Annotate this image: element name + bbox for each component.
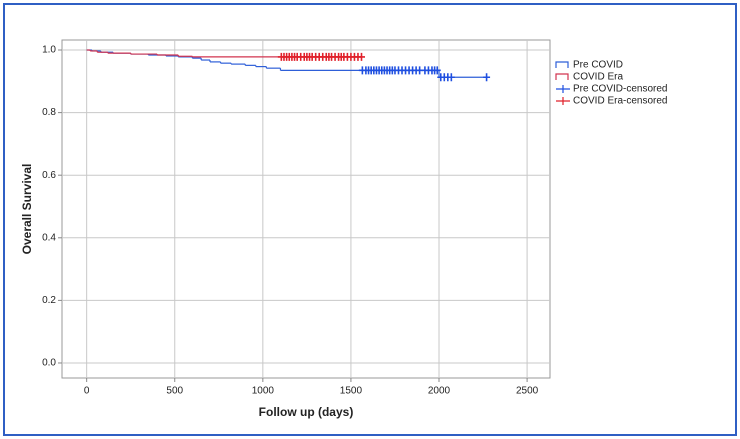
legend-swatch bbox=[555, 73, 569, 80]
plot-area bbox=[61, 39, 551, 379]
legend-label: COVID Era bbox=[573, 72, 623, 83]
x-tick-label: 2500 bbox=[516, 386, 539, 397]
legend-swatch bbox=[556, 85, 570, 93]
x-tick-label: 0 bbox=[84, 386, 90, 397]
censor-mark bbox=[357, 52, 365, 61]
legend-label: COVID Era-censored bbox=[573, 96, 667, 107]
border-frame bbox=[3, 3, 737, 436]
x-tick-label: 500 bbox=[166, 386, 183, 397]
legend-swatch bbox=[555, 61, 569, 68]
y-tick-label: 0.2 bbox=[42, 295, 56, 306]
y-tick-label: 1.0 bbox=[42, 45, 56, 56]
y-tick-label: 0.6 bbox=[42, 170, 56, 181]
x-tick-label: 2000 bbox=[428, 386, 451, 397]
x-axis-title: Follow up (days) bbox=[259, 405, 354, 419]
legend-label: Pre COVID bbox=[573, 60, 623, 71]
x-tick-label: 1500 bbox=[340, 386, 363, 397]
censor-mark bbox=[447, 73, 455, 82]
x-tick-label: 1000 bbox=[252, 386, 275, 397]
censor-mark bbox=[433, 66, 441, 75]
legend-label: Pre COVID-censored bbox=[573, 84, 667, 95]
censor-mark bbox=[483, 73, 491, 82]
y-tick-label: 0.4 bbox=[42, 232, 56, 243]
legend-swatch bbox=[556, 97, 570, 105]
y-tick-label: 0.0 bbox=[42, 358, 56, 369]
y-axis-title: Overall Survival bbox=[20, 164, 34, 255]
y-tick-label: 0.8 bbox=[42, 107, 56, 118]
